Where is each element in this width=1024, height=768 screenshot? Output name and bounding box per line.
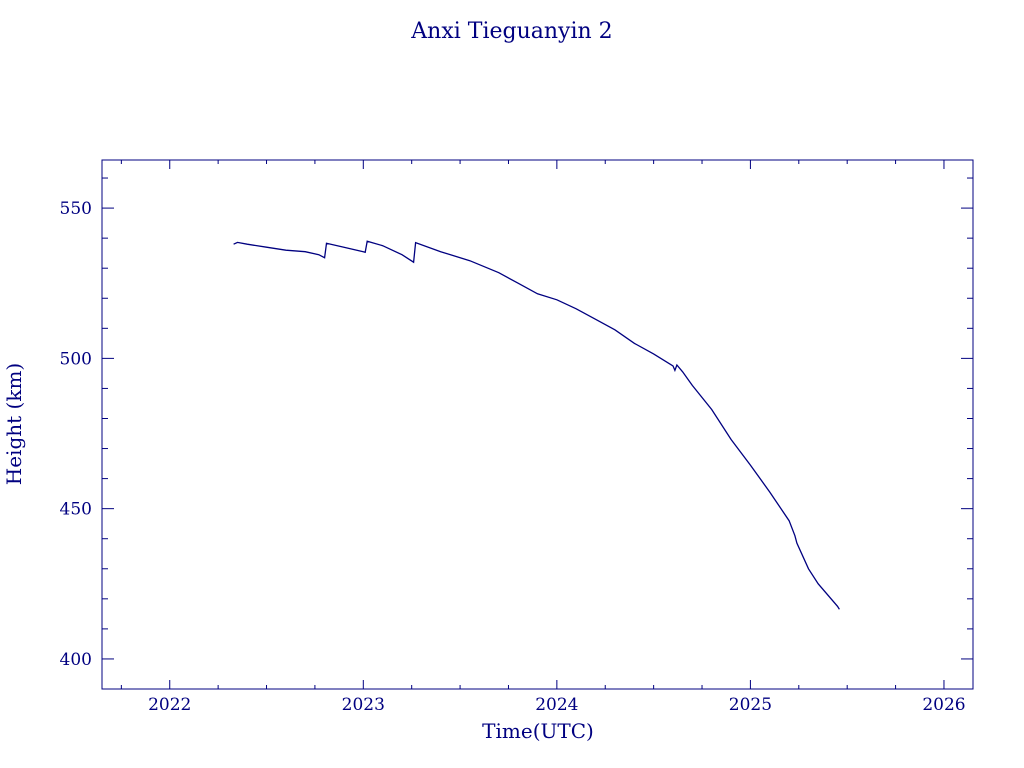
x-axis-label: Time(UTC) [482, 719, 594, 743]
x-tick-label: 2024 [535, 695, 578, 715]
x-tick-label: 2023 [342, 695, 385, 715]
x-axis-tick-labels: 2022 2023 2024 2025 2026 [148, 695, 965, 715]
x-tick-label: 2022 [148, 695, 191, 715]
y-tick-label: 450 [60, 500, 92, 520]
y-tick-label: 550 [60, 199, 92, 219]
height-series-line [233, 240, 840, 610]
x-tick-label: 2026 [922, 695, 965, 715]
y-axis-tick-labels: 400 450 500 550 [60, 199, 92, 670]
x-axis-ticks [120, 160, 945, 689]
plot-frame [101, 159, 974, 690]
y-axis-ticks [102, 177, 973, 690]
y-tick-label: 400 [60, 650, 92, 670]
x-tick-label: 2025 [729, 695, 772, 715]
y-axis-label: Height (km) [2, 363, 26, 485]
chart-title: Anxi Tieguanyin 2 [410, 19, 612, 44]
y-tick-label: 500 [60, 349, 92, 369]
